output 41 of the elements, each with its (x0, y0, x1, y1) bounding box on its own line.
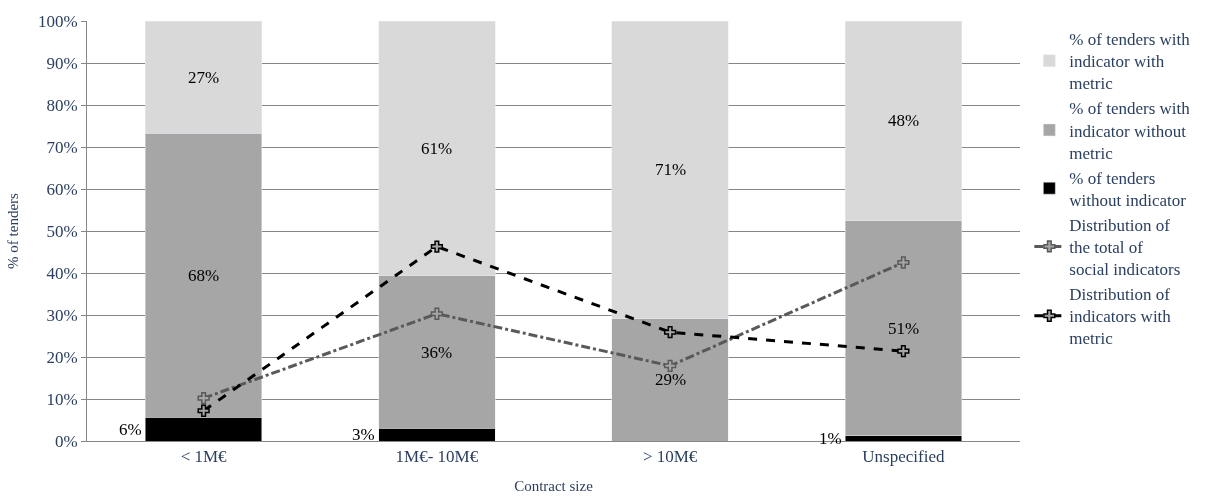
y-tick-label: 20% (46, 347, 78, 367)
data-label: 27% (188, 68, 220, 87)
point (197, 392, 210, 405)
legend-label: % of tenders without indicator (1069, 168, 1187, 210)
y-tick-label: 0% (54, 431, 78, 451)
y-tick-label: 40% (46, 263, 78, 283)
x-tick-label: Unspecified (862, 447, 945, 467)
data-label: 61% (421, 139, 453, 158)
data-label: 1% (819, 429, 842, 448)
data-label: 3% (352, 425, 375, 444)
legend-label: Distribution of the total of social indicators (1069, 215, 1181, 280)
y-tick-label: 80% (46, 95, 78, 115)
x-tick-label: > 10M€ (642, 447, 698, 467)
data-label: 36% (421, 343, 453, 362)
y-tick-label: 60% (46, 179, 78, 199)
point (663, 326, 677, 339)
y-tick-label: 70% (46, 137, 78, 157)
point (197, 404, 210, 417)
legend-label: % of tenders with indicator without metric (1069, 99, 1191, 163)
point (897, 344, 910, 358)
data-label: 68% (188, 266, 220, 285)
data-label: 51% (888, 319, 920, 338)
x-axis-title: Contract size (514, 478, 594, 495)
point (430, 307, 444, 320)
point (663, 359, 677, 372)
point (430, 240, 444, 253)
legend-label: Distribution of indicators with metric (1069, 285, 1172, 349)
data-label: 29% (655, 370, 687, 389)
y-axis-title: % of tenders (5, 192, 22, 269)
y-tick-label: 50% (46, 221, 78, 241)
x-tick-label: < 1M€ (180, 447, 228, 467)
data-label: 48% (888, 111, 920, 130)
legend-label: % of tenders with indicator with metric (1069, 30, 1191, 94)
data-label: 71% (655, 160, 687, 179)
data-label: 6% (119, 420, 142, 439)
y-tick-label: 90% (46, 53, 78, 73)
y-tick-label: 30% (46, 305, 78, 325)
y-tick-label: 100% (37, 11, 78, 31)
point (897, 256, 910, 269)
y-tick-label: 10% (46, 389, 78, 409)
x-tick-label: 1M€- 10M€ (395, 447, 479, 467)
